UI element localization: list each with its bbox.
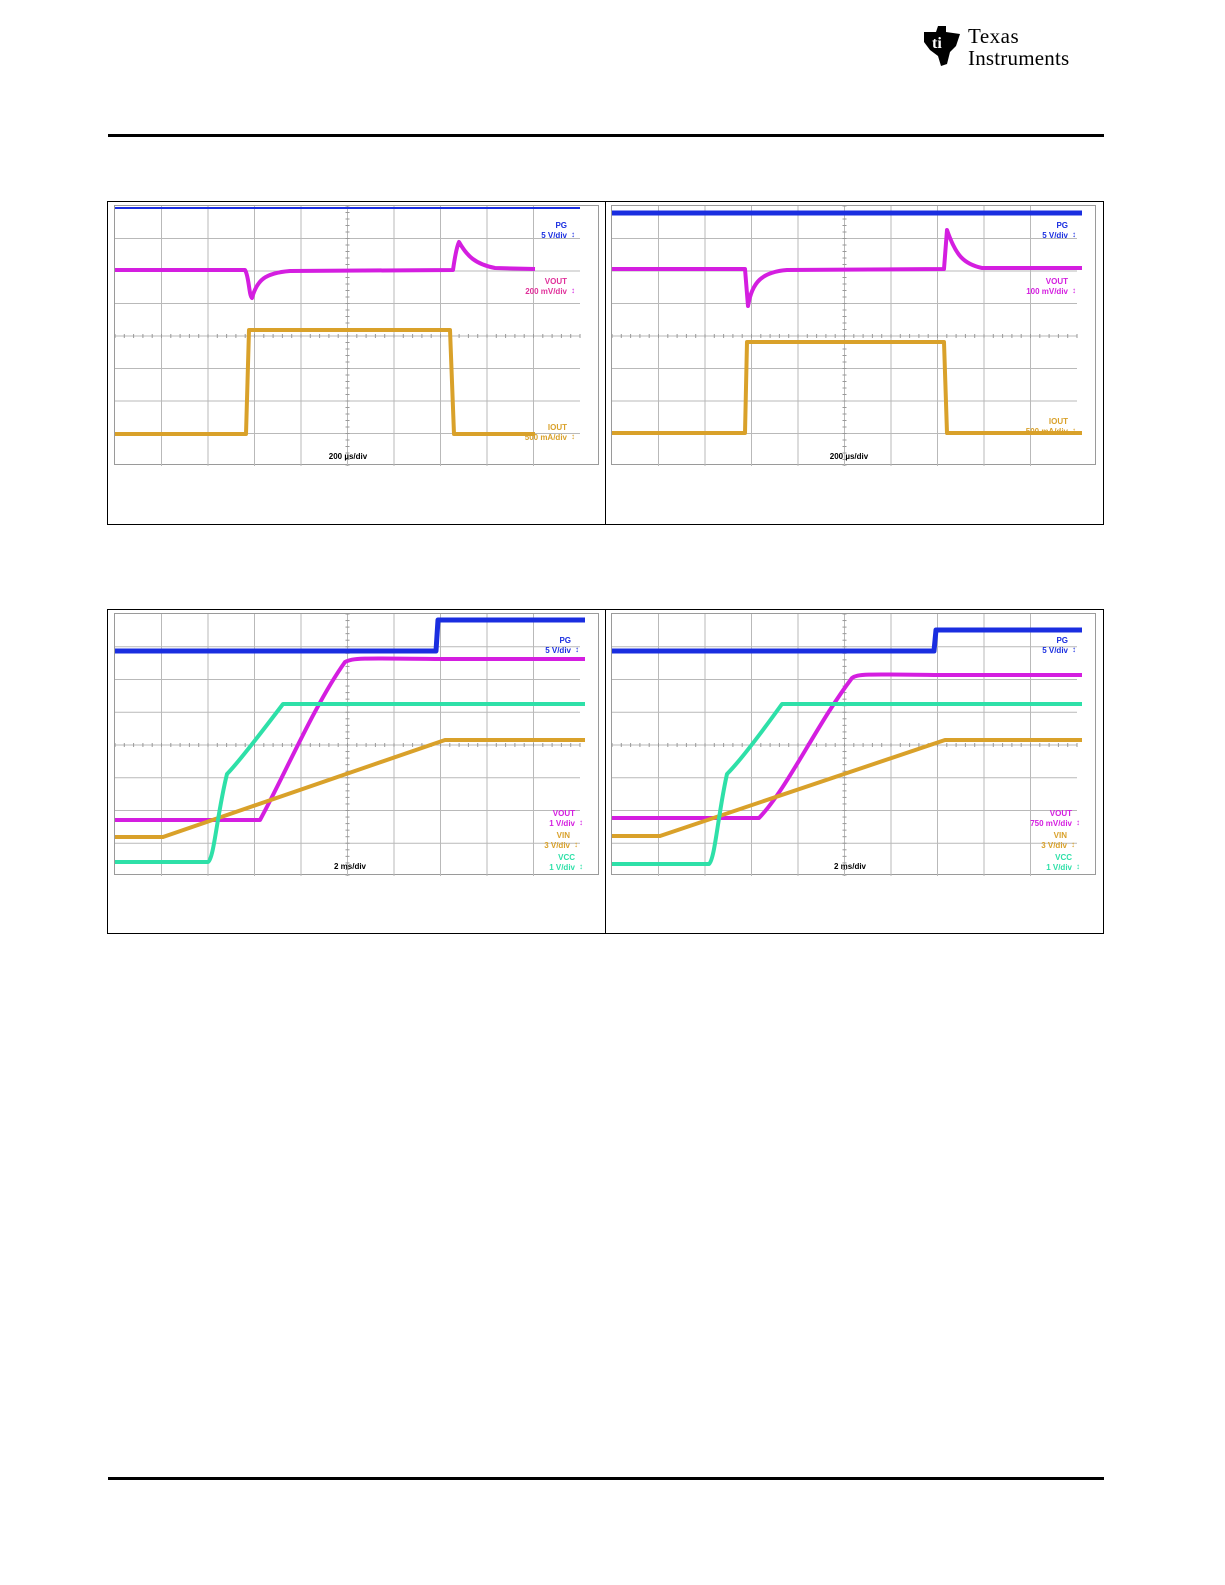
- logo-line2: Instruments: [968, 46, 1070, 70]
- channel-marker-icon: ↕: [1072, 286, 1076, 295]
- timebase-label: 2 ms/div: [834, 862, 867, 871]
- channel-marker-icon: ↕: [579, 818, 583, 827]
- channel-label-name: VOUT: [1046, 277, 1068, 286]
- scope-grid: [612, 614, 1078, 876]
- channel-label-scale: 5 V/div: [1042, 231, 1068, 240]
- trace-iout: [115, 328, 535, 436]
- ti-state-logo-icon: ti: [924, 26, 960, 66]
- channel-marker-icon: ↕: [571, 230, 575, 239]
- channel-marker-icon: ↕: [1072, 645, 1076, 654]
- trace-vout: [612, 228, 1082, 308]
- channel-label-name: IOUT: [1049, 417, 1068, 426]
- channel-label-scale: 200 mV/div: [525, 287, 567, 296]
- scope-grid: [612, 206, 1078, 466]
- figure-divider-2: [605, 609, 606, 934]
- channel-label-name: VIN: [1054, 831, 1068, 840]
- trace-iout: [612, 340, 1082, 435]
- scope-grid: [115, 206, 581, 466]
- figure-divider: [605, 201, 606, 525]
- channel-label-scale: 500 mA/div: [525, 433, 568, 442]
- channel-label-scale: 1 V/div: [549, 863, 575, 872]
- channel-marker-icon: ↕: [574, 840, 578, 849]
- channel-label-scale: 5 V/div: [545, 646, 571, 655]
- timebase-label: 200 µs/div: [329, 452, 368, 461]
- channel-label-name: IOUT: [548, 423, 567, 432]
- channel-label-name: PG: [555, 221, 567, 230]
- channel-label-scale: 500 mA/div: [1026, 427, 1069, 436]
- trace-vcc: [612, 702, 1082, 866]
- channel-marker-icon: ↕: [571, 286, 575, 295]
- logo-wordmark: Texas Instruments: [968, 26, 1069, 69]
- scope-grid: [115, 614, 581, 876]
- channel-marker-icon: ↕: [1072, 426, 1076, 435]
- footer-rule: [108, 1477, 1104, 1480]
- channel-label-scale: 1 V/div: [1046, 863, 1072, 872]
- channel-label-name: VOUT: [1050, 809, 1072, 818]
- channel-label-scale: 100 mV/div: [1026, 287, 1068, 296]
- channel-label-scale: 750 mV/div: [1030, 819, 1072, 828]
- trace-vout: [115, 240, 536, 300]
- channel-label-name: VCC: [558, 853, 575, 862]
- channel-label-scale: 1 V/div: [549, 819, 575, 828]
- channel-label-name: VOUT: [553, 809, 575, 818]
- channel-label-scale: 5 V/div: [1042, 646, 1068, 655]
- trace-vcc: [115, 702, 585, 864]
- header-rule: [108, 134, 1104, 137]
- channel-label-name: PG: [1056, 221, 1068, 230]
- scope-startup-right: PG 5 V/div ↕ VOUT 750 mV/div ↕ VIN 3 V/div ↕ VCC 1…: [611, 613, 1096, 876]
- scope-load-transient-right: PG 5 V/div ↕ VOUT 100 mV/div ↕ IOUT 500 mA/div ↕…: [611, 205, 1096, 466]
- scope-startup-left: PG 5 V/div ↕ VOUT 1 V/div ↕ VIN 3 V/div ↕ VCC 1 V/…: [114, 613, 599, 876]
- channel-label-scale: 3 V/div: [544, 841, 570, 850]
- ti-logo: ti Texas Instruments: [920, 22, 1110, 74]
- channel-marker-icon: ↕: [571, 432, 575, 441]
- channel-marker-icon: ↕: [1076, 818, 1080, 827]
- channel-label-name: PG: [559, 636, 571, 645]
- channel-label-scale: 5 V/div: [541, 231, 567, 240]
- logo-line1: Texas: [968, 24, 1020, 48]
- trace-vout: [115, 656, 585, 822]
- timebase-label: 200 µs/div: [830, 452, 869, 461]
- channel-marker-icon: ↕: [1076, 862, 1080, 871]
- trace-vin: [612, 738, 1082, 838]
- channel-marker-icon: ↕: [579, 862, 583, 871]
- channel-marker-icon: ↕: [1072, 230, 1076, 239]
- channel-label-name: VIN: [557, 831, 571, 840]
- channel-label-scale: 3 V/div: [1041, 841, 1067, 850]
- trace-pg: [612, 627, 1082, 654]
- channel-label-name: VOUT: [545, 277, 567, 286]
- channel-label-name: VCC: [1055, 853, 1072, 862]
- channel-marker-icon: ↕: [575, 645, 579, 654]
- timebase-label: 2 ms/div: [334, 862, 367, 871]
- channel-label-name: PG: [1056, 636, 1068, 645]
- svg-text:ti: ti: [932, 35, 942, 52]
- scope-load-transient-left: PG 5 V/div ↕ VOUT 200 mV/div ↕ IOUT 500 mA/div ↕…: [114, 205, 599, 466]
- trace-pg: [115, 617, 585, 654]
- trace-vin: [115, 738, 585, 839]
- channel-marker-icon: ↕: [1071, 840, 1075, 849]
